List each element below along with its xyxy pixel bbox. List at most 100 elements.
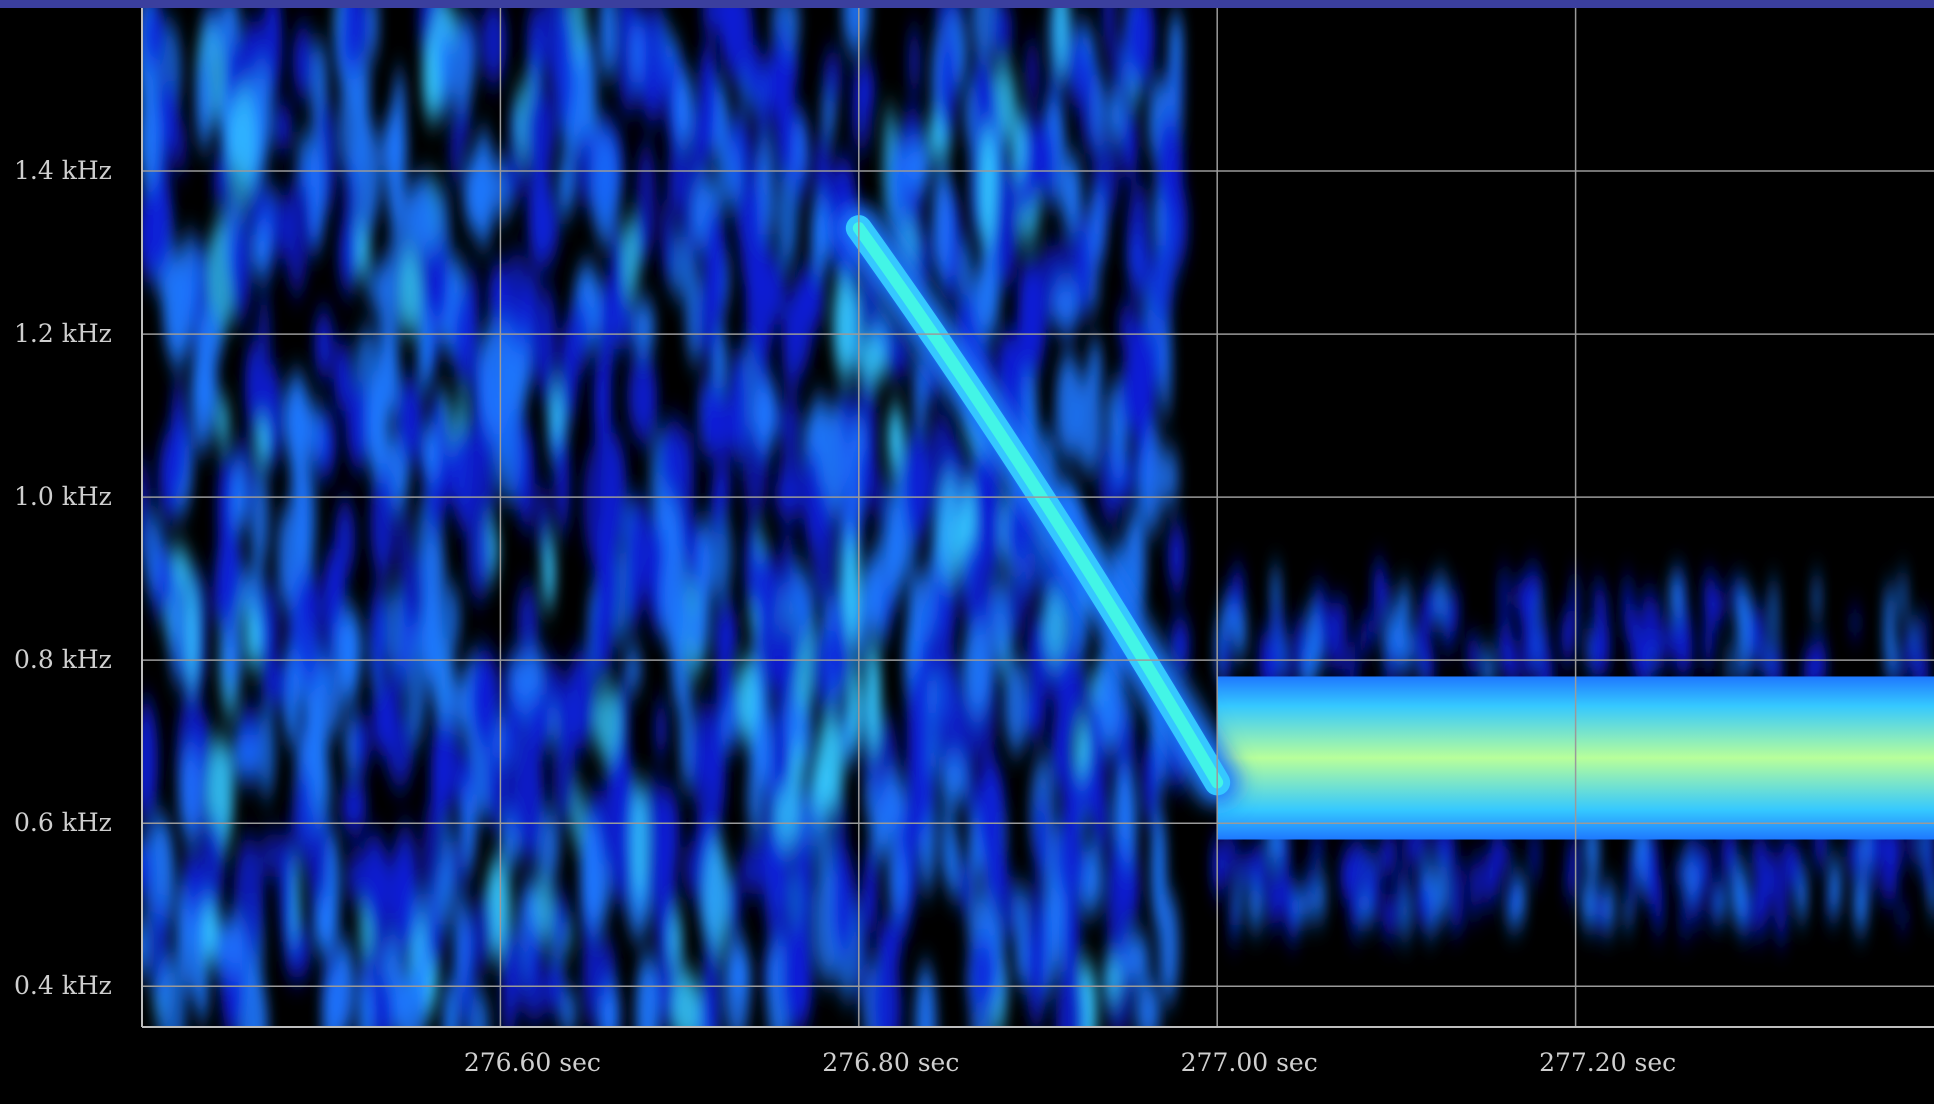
noise-blob [260,660,290,707]
noise-blob [436,720,461,807]
sideband-blob [1699,842,1712,891]
noise-blob [857,337,888,384]
sideband-blob [1399,627,1413,666]
noise-blob [557,422,570,538]
sideband-blob [1630,647,1640,670]
sideband-blob [1422,861,1435,894]
noise-blob [1109,410,1128,482]
noise-blob [938,472,961,585]
noise-blob [526,8,549,74]
noise-blob [309,125,325,248]
noise-blob [195,54,214,151]
noise-blob [530,878,555,938]
noise-blob [781,294,802,398]
noise-blob [295,463,317,575]
noise-blob [438,27,452,93]
noise-blob [1061,154,1082,234]
sideband-blob [1527,575,1544,603]
noise-blob [984,829,1007,907]
noise-blob [1033,792,1050,882]
noise-blob [277,506,296,607]
noise-blob [631,298,656,355]
noise-blob [338,606,361,704]
sideband-blob [1770,618,1779,643]
noise-blob [463,154,488,233]
sideband-blob [1437,862,1448,917]
sideband-blob [1500,566,1508,625]
noise-blob [1024,690,1046,739]
sideband-blob [1665,620,1680,659]
noise-blob [933,652,963,775]
sideband-blob [1885,638,1898,675]
sideband-blob [1751,834,1767,874]
sideband-blob [1726,835,1736,878]
noise-blob [1025,38,1040,108]
noise-blob [255,419,269,465]
noise-blob [832,269,858,380]
noise-blob [863,845,878,932]
sideband-blob [1853,876,1868,933]
sideband-blob [1623,901,1632,928]
y-tick-label: 1.4 kHz [14,156,112,186]
noise-blob [1159,311,1172,420]
noise-blob [542,535,556,609]
sideband-blob [1645,834,1659,895]
noise-blob [340,779,368,834]
noise-blob [654,966,676,1013]
noise-blob [228,86,257,200]
noise-blob [940,755,968,805]
noise-blob [773,786,801,847]
sideband-blob [1681,893,1689,940]
axis-lines [141,8,1934,1028]
noise-blob [1158,892,1180,1003]
noise-blob [660,537,689,656]
sideband-blob [1763,646,1772,681]
noise-blob [991,169,1019,288]
sideband-blob [1737,616,1750,675]
noise-blob [723,933,751,1027]
noise-blob [231,476,246,533]
y-tick-label: 0.4 kHz [14,971,112,1001]
sideband-blob [1604,881,1615,933]
sideband-blob [1887,874,1897,903]
noise-blob [516,584,539,658]
noise-blob [991,8,1013,60]
noise-blob [442,977,459,1027]
sideband-blob [1586,631,1596,661]
noise-blob [903,140,932,191]
noise-blob [699,383,726,460]
noise-blob [538,285,557,408]
noise-blob [1014,884,1028,955]
noise-blob [290,779,315,871]
sideband-blob [1308,620,1322,677]
noise-blob [635,953,660,1027]
noise-blob [511,286,526,349]
noise-blob [148,165,173,276]
noise-blob [503,153,528,198]
noise-blob [661,197,674,281]
noise-blob [215,397,231,448]
noise-blob [989,576,1011,667]
noise-blob [1142,738,1159,825]
sideband-blob [1316,871,1326,921]
noise-blob [847,663,862,750]
noise-blob [702,937,720,1027]
noise-blob [1074,213,1093,316]
noise-blob [231,733,261,779]
noise-blob [471,894,493,972]
noise-blob [969,935,997,1013]
noise-blob [165,430,187,493]
noise-blob [441,583,461,654]
noise-blob [526,694,554,753]
noise-blob [337,215,358,294]
noise-blob [715,8,737,42]
noise-blob [630,781,649,896]
noise-blob [883,332,911,378]
noise-blob [178,746,203,844]
noise-blob [505,701,520,756]
sideband-blob [1829,855,1841,918]
noise-blob [246,17,262,87]
noise-blob [797,272,824,334]
noise-blob [471,667,492,724]
